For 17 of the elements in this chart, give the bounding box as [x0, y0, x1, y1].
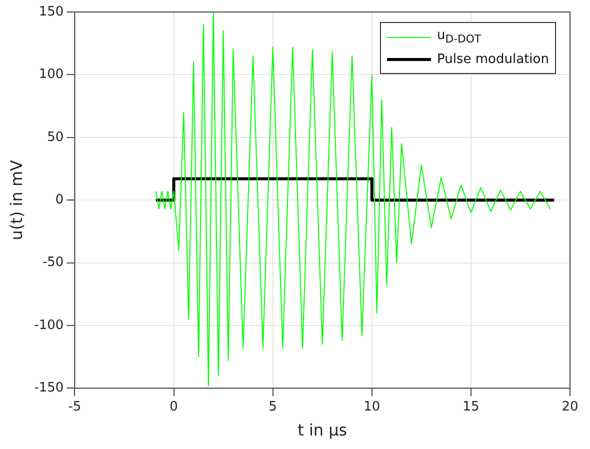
y-tick-label: 0 [55, 192, 64, 208]
y-tick-label: 100 [38, 67, 64, 82]
legend-label: Pulse modulation [437, 50, 549, 69]
y-tick-label: 150 [38, 4, 64, 20]
y-tick-label: -50 [42, 255, 64, 270]
x-tick-label: -5 [68, 399, 82, 414]
legend-label: u$_{D-DOT}$ [437, 27, 482, 48]
y-tick-label: 50 [47, 130, 64, 145]
x-tick-label: 0 [170, 399, 178, 414]
y-tick-label: -150 [34, 380, 64, 396]
x-tick-label: 15 [462, 399, 480, 414]
x-tick-label: 5 [268, 399, 277, 414]
x-tick-label: 20 [562, 399, 578, 414]
x-axis-title: t in µs [298, 420, 348, 440]
x-tick-label: 10 [364, 399, 380, 414]
y-tick-label: -100 [34, 318, 64, 333]
y-axis-title: u(t) in mV [6, 160, 26, 240]
